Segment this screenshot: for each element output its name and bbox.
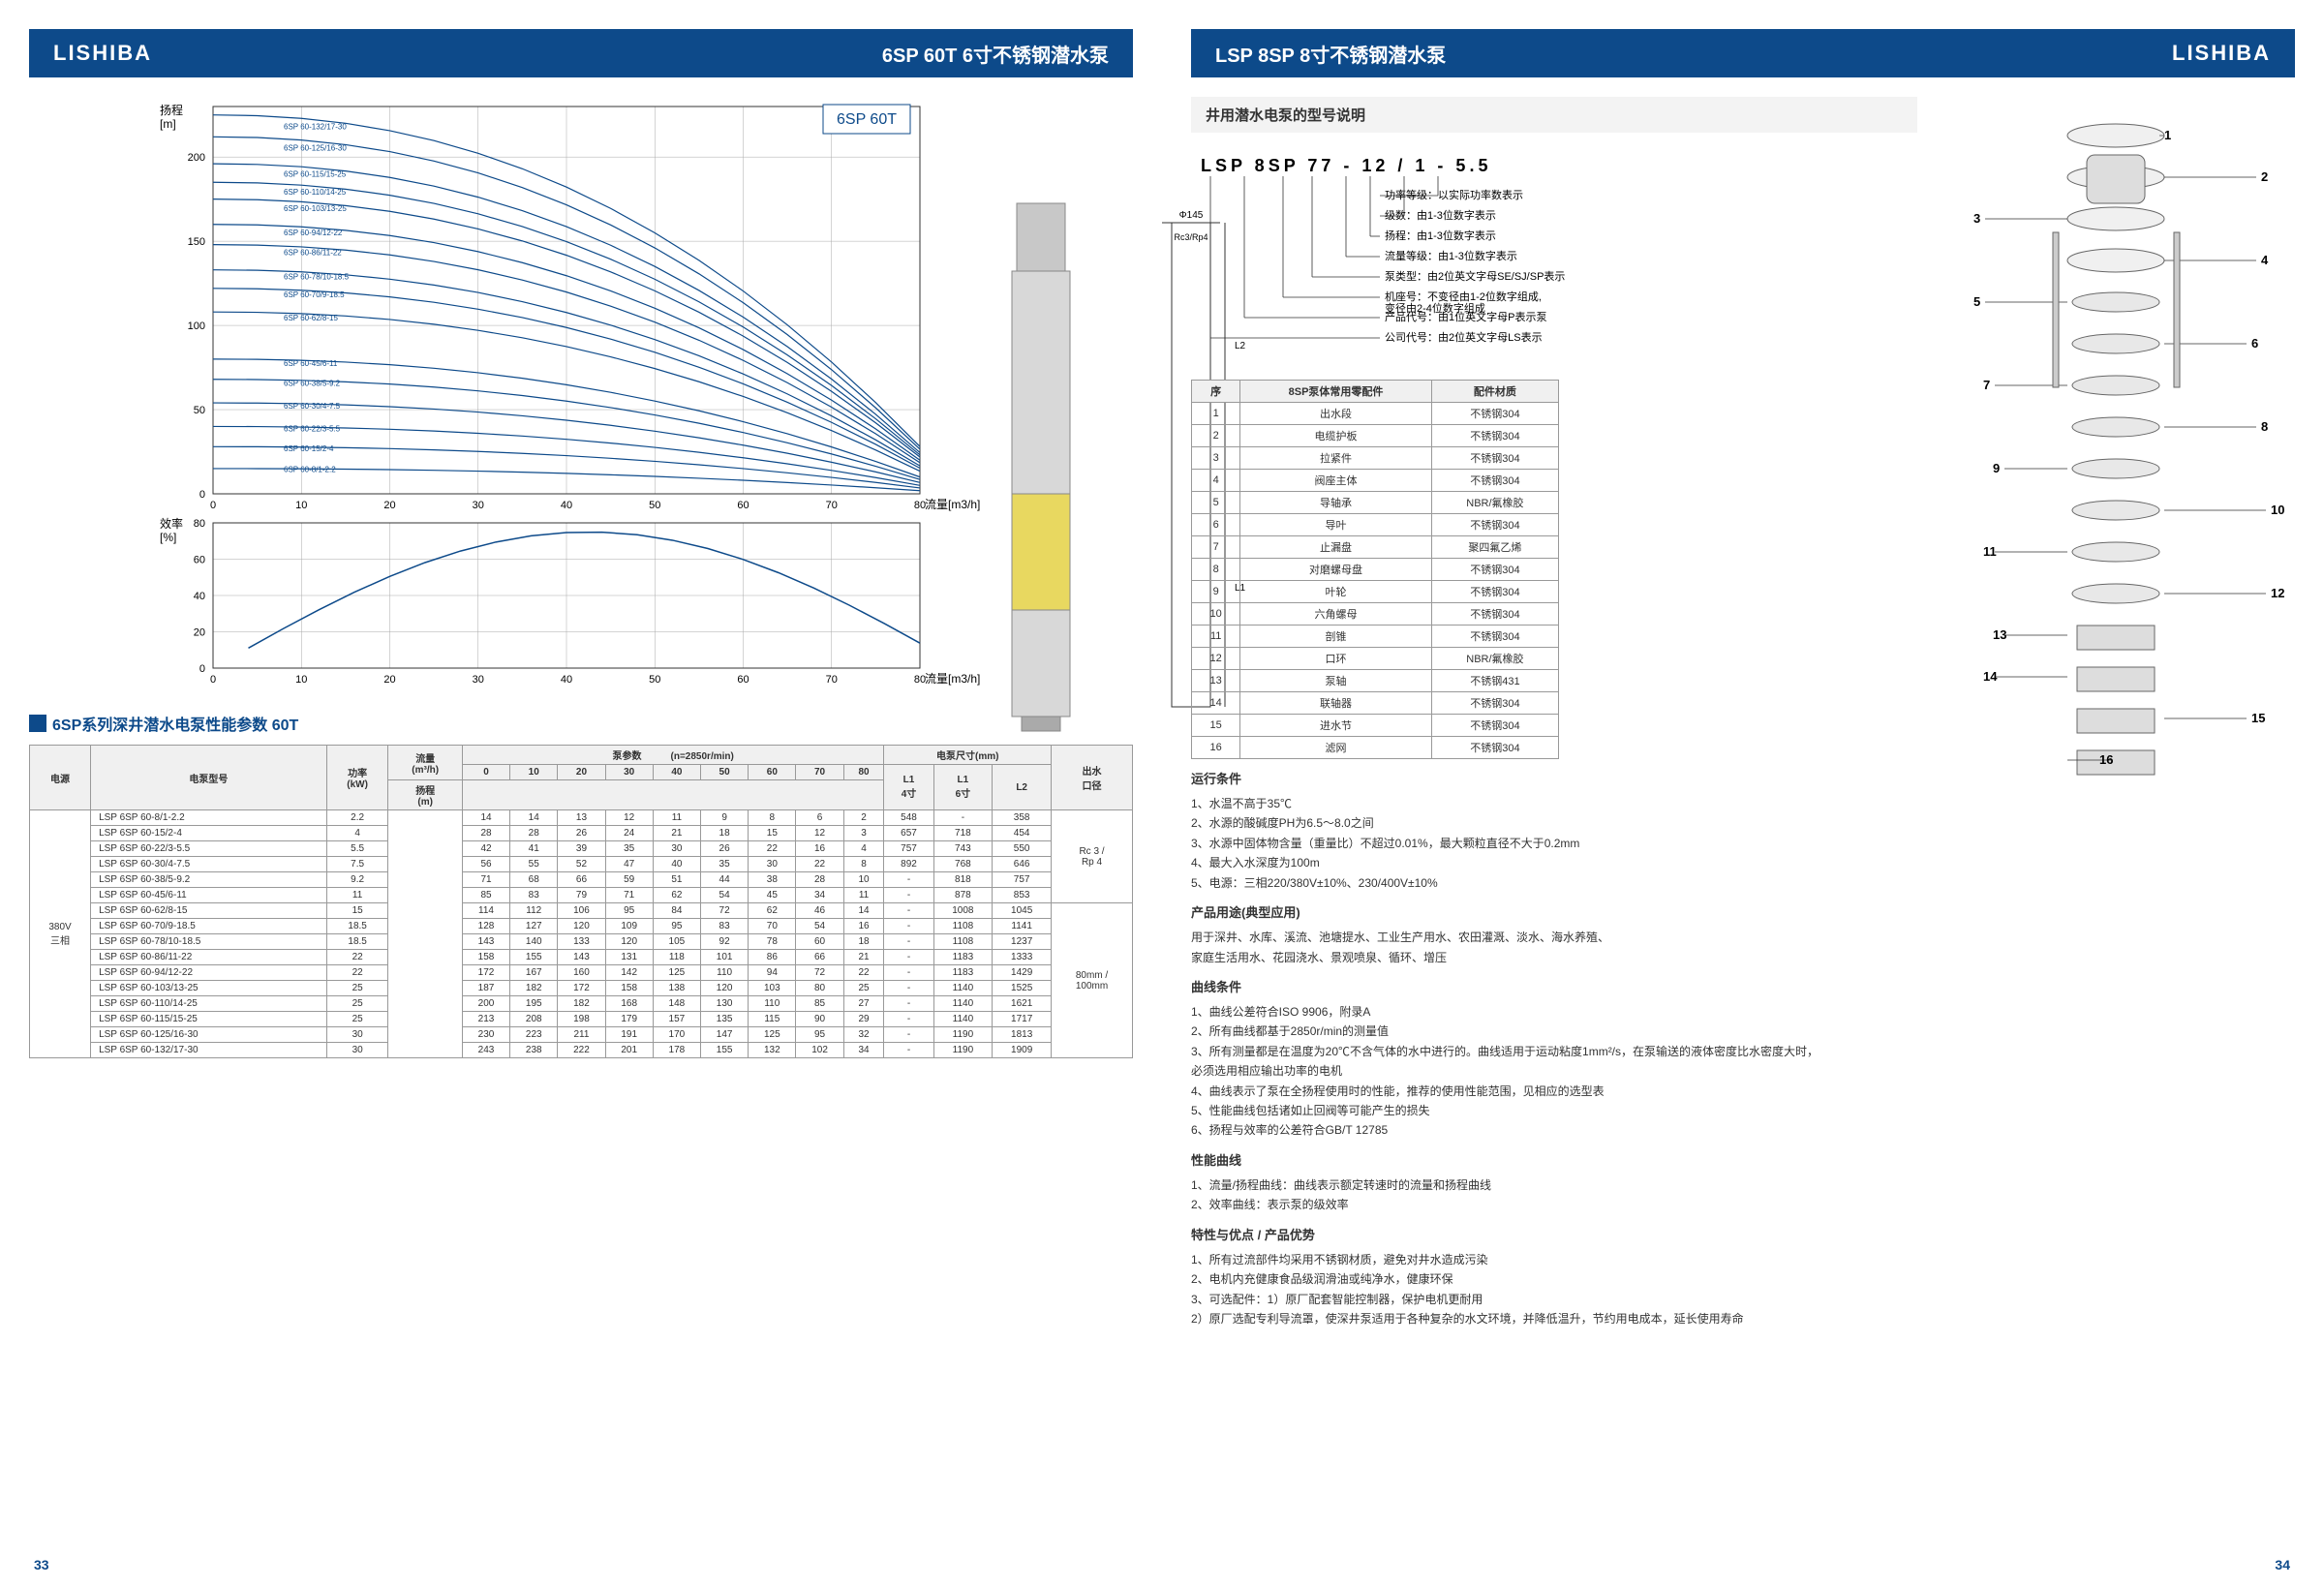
svg-text:6: 6 [2251,336,2258,351]
svg-text:6SP 60-86/11-22: 6SP 60-86/11-22 [284,248,342,257]
svg-text:150: 150 [188,236,205,248]
page-number: 34 [2275,1557,2290,1572]
svg-text:流量等级：由1-3位数字表示: 流量等级：由1-3位数字表示 [1385,249,1517,262]
svg-text:60: 60 [737,674,749,686]
svg-text:0: 0 [199,489,205,501]
svg-text:10: 10 [295,674,307,686]
svg-text:6SP 60-110/14-25: 6SP 60-110/14-25 [284,188,347,197]
svg-text:60: 60 [737,500,749,511]
info-section: 特性与优点 / 产品优势1、所有过流部件均采用不锈钢材质，避免对井水造成污染2、… [1191,1225,1917,1329]
svg-text:13: 13 [1993,627,2006,642]
svg-text:50: 50 [649,500,660,511]
svg-text:扬程: 扬程 [160,103,183,117]
svg-text:0: 0 [210,674,216,686]
svg-text:10: 10 [295,500,307,511]
svg-text:40: 40 [194,591,205,602]
svg-text:11: 11 [1983,544,1997,559]
svg-text:50: 50 [649,674,660,686]
svg-text:4: 4 [2261,253,2269,267]
svg-text:70: 70 [826,674,838,686]
svg-text:0: 0 [210,500,216,511]
svg-text:流量[m3/h]: 流量[m3/h] [925,672,980,686]
svg-text:40: 40 [561,674,572,686]
exploded-view: 12345678910111213141516 [1937,97,2295,794]
svg-text:流量[m3/h]: 流量[m3/h] [925,498,980,511]
page-header: LSP 8SP 8寸不锈钢潜水泵 LISHIBA [1191,29,2295,77]
svg-text:扬程：由1-3位数字表示: 扬程：由1-3位数字表示 [1385,229,1496,242]
svg-text:公司代号：由2位英文字母LS表示: 公司代号：由2位英文字母LS表示 [1385,330,1543,344]
svg-text:机座号：不变径由1-2位数字组成,: 机座号：不变径由1-2位数字组成, [1385,290,1542,303]
svg-text:15: 15 [2251,711,2265,725]
svg-text:16: 16 [2099,752,2113,767]
performance-charts: 01020304050607080050100150200扬程[m]流量[m3/… [29,97,1133,697]
svg-text:20: 20 [194,627,205,639]
svg-text:5: 5 [1973,294,1980,309]
specs-table: 电源电泵型号功率(kW)流量(m³/h)泵参数 (n=2850r/min)电泵尺… [29,745,1133,1058]
svg-text:6SP 60-115/15-25: 6SP 60-115/15-25 [284,169,347,178]
svg-text:20: 20 [383,674,395,686]
page-title: LSP 8SP 8寸不锈钢潜水泵 [1215,40,1446,68]
svg-text:6SP 60-22/3-5.5: 6SP 60-22/3-5.5 [284,425,341,434]
svg-text:1: 1 [2164,128,2171,142]
svg-text:30: 30 [473,500,484,511]
info-section: 曲线条件1、曲线公差符合ISO 9906，附录A2、所有曲线都基于2850r/m… [1191,977,1917,1141]
svg-text:级数：由1-3位数字表示: 级数：由1-3位数字表示 [1385,208,1496,222]
pump-illustration [978,194,1104,736]
svg-text:6SP 60-132/17-30: 6SP 60-132/17-30 [284,122,347,131]
info-section: 性能曲线1、流量/扬程曲线：曲线表示额定转速时的流量和扬程曲线2、效率曲线：表示… [1191,1150,1917,1215]
svg-text:14: 14 [1983,669,1998,684]
brand-logo: LISHIBA [53,41,152,66]
info-section: 产品用途(典型应用)用于深井、水库、溪流、池塘提水、工业生产用水、农田灌溉、淡水… [1191,902,1917,967]
svg-text:6SP 60-30/4-7.5: 6SP 60-30/4-7.5 [284,402,341,411]
svg-text:7: 7 [1983,378,1990,392]
parts-table: 序 8SP泵体常用零配件 配件材质 1出水段不锈钢3042电缆护板不锈钢3043… [1191,380,1559,759]
brand-logo: LISHIBA [2172,41,2271,66]
svg-text:6SP 60-78/10-18.5: 6SP 60-78/10-18.5 [284,273,350,282]
svg-text:6SP 60-38/5-9.2: 6SP 60-38/5-9.2 [284,379,341,387]
svg-text:效率: 效率 [160,516,183,531]
svg-text:6SP 60-94/12-22: 6SP 60-94/12-22 [284,229,343,237]
svg-text:6SP 60-45/6-11: 6SP 60-45/6-11 [284,359,338,368]
svg-text:60: 60 [194,555,205,566]
svg-text:100: 100 [188,320,205,332]
svg-text:6SP 60-103/13-25: 6SP 60-103/13-25 [284,204,347,213]
svg-text:8: 8 [2261,419,2268,434]
page-header: LISHIBA 6SP 60T 6寸不锈钢潜水泵 [29,29,1133,77]
svg-text:40: 40 [561,500,572,511]
svg-text:6SP 60-8/1-2.2: 6SP 60-8/1-2.2 [284,466,336,474]
svg-text:泵类型：由2位英文字母SE/SJ/SP表示: 泵类型：由2位英文字母SE/SJ/SP表示 [1385,269,1565,283]
specs-section-title: 6SP系列深井潜水电泵性能参数 60T [29,712,1133,735]
svg-text:30: 30 [473,674,484,686]
svg-text:6SP 60-125/16-30: 6SP 60-125/16-30 [284,143,347,152]
model-code-diagram: LSP 8SP 77 - 12 / 1 - 5.5 功率等级：以实际功率数表示级数… [1191,147,1578,360]
svg-text:LSP 8SP 77 - 12 / 1 - 5.5: LSP 8SP 77 - 12 / 1 - 5.5 [1201,156,1491,175]
svg-text:9: 9 [1993,461,2000,475]
page-number: 33 [34,1557,49,1572]
svg-text:0: 0 [199,663,205,675]
page-title: 6SP 60T 6寸不锈钢潜水泵 [882,40,1109,68]
svg-text:80: 80 [194,518,205,530]
info-section: 运行条件1、水温不高于35℃2、水源的酸碱度PH为6.5～8.0之间3、水源中固… [1191,769,1917,893]
svg-text:6SP 60-15/2-4: 6SP 60-15/2-4 [284,444,334,453]
svg-text:20: 20 [383,500,395,511]
svg-text:10: 10 [2271,503,2284,517]
svg-text:[%]: [%] [160,531,176,544]
svg-text:产品代号：由1位英文字母P表示泵: 产品代号：由1位英文字母P表示泵 [1385,310,1546,323]
svg-text:50: 50 [194,405,205,416]
chart-label: 6SP 60T [837,111,897,128]
svg-text:功率等级：以实际功率数表示: 功率等级：以实际功率数表示 [1385,188,1523,201]
svg-text:3: 3 [1973,211,1980,226]
svg-text:6SP 60-62/8-15: 6SP 60-62/8-15 [284,314,338,322]
svg-text:2: 2 [2261,169,2268,184]
svg-text:12: 12 [2271,586,2284,600]
svg-text:70: 70 [826,500,838,511]
svg-text:[m]: [m] [160,117,176,131]
svg-text:200: 200 [188,152,205,164]
svg-text:6SP 60-70/9-18.5: 6SP 60-70/9-18.5 [284,290,345,299]
model-description-heading: 井用潜水电泵的型号说明 [1191,97,1917,133]
